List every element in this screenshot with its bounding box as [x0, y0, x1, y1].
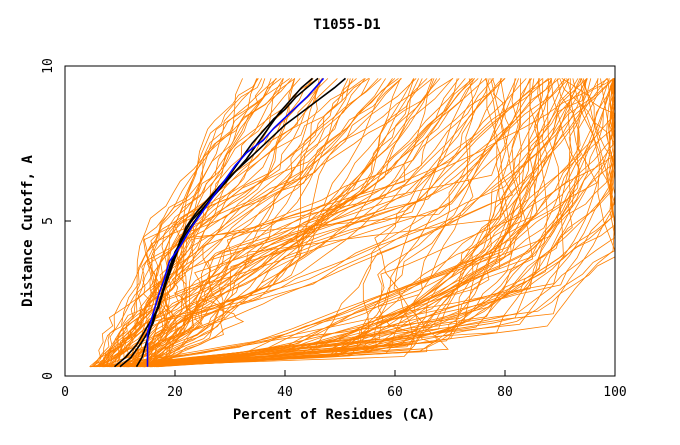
- model-curve-78: [154, 78, 616, 368]
- model-curve-120: [122, 78, 243, 367]
- model-curve-81: [110, 78, 338, 367]
- axis-layer: 0 20 40 60 80 100 0 5 10: [41, 58, 627, 400]
- model-curve-136: [150, 78, 433, 368]
- x-tick-label-0: 0: [61, 385, 69, 400]
- y-tick-label-5: 5: [41, 217, 56, 225]
- chart-title: T1055-D1: [313, 17, 380, 33]
- x-tick-label-60: 60: [387, 385, 403, 400]
- model-curve-106: [141, 78, 433, 367]
- y-tick-label-0: 0: [41, 372, 56, 380]
- x-tick-label-40: 40: [277, 385, 293, 400]
- y-axis-label: Distance Cutoff, A: [20, 155, 36, 307]
- model-curve-138: [151, 78, 616, 368]
- model-curve-114: [150, 78, 553, 368]
- model-curve-85: [125, 78, 393, 368]
- model-curve-26: [141, 78, 527, 368]
- model-curve-146: [147, 78, 370, 367]
- model-curve-124: [96, 78, 608, 368]
- highlight-black-curve-3: [119, 77, 347, 368]
- model-curve-125: [123, 78, 519, 368]
- model-curve-20: [99, 78, 609, 368]
- highlight-blue-curve: [146, 77, 325, 367]
- model-curve-75: [145, 78, 549, 367]
- model-curve-134: [153, 78, 323, 367]
- model-curve-131: [157, 78, 615, 368]
- model-curve-137: [134, 78, 284, 367]
- x-tick-label-100: 100: [603, 385, 626, 400]
- model-curve-129: [116, 78, 587, 368]
- model-curve-41: [111, 78, 615, 368]
- model-curve-45: [97, 78, 282, 367]
- model-curve-49: [126, 78, 616, 368]
- model-curve-109: [100, 78, 319, 367]
- model-curve-61: [152, 78, 479, 367]
- model-curve-108: [130, 78, 566, 367]
- model-curve-145: [145, 78, 512, 368]
- model-curve-35: [141, 78, 495, 368]
- model-curve-86: [113, 78, 458, 368]
- model-curve-73: [150, 78, 566, 368]
- model-curve-128: [138, 78, 295, 367]
- model-curve-147: [115, 78, 460, 368]
- model-curve-83: [141, 78, 541, 367]
- model-curve-115: [91, 78, 415, 367]
- x-axis-label: Percent of Residues (CA): [233, 407, 435, 423]
- model-curve-144: [141, 78, 417, 367]
- model-curve-99: [93, 78, 366, 367]
- model-curve-91: [143, 78, 548, 368]
- model-curve-103: [102, 78, 382, 367]
- x-tick-label-80: 80: [497, 385, 513, 400]
- model-curve-94: [106, 78, 296, 367]
- model-curve-140: [92, 78, 423, 368]
- model-curve-149: [157, 78, 614, 368]
- x-tick-label-20: 20: [167, 385, 183, 400]
- model-curve-130: [134, 78, 490, 368]
- model-curve-126: [101, 78, 258, 367]
- model-curve-121: [113, 78, 379, 368]
- model-curve-74: [129, 78, 564, 368]
- series-layer: [89, 77, 616, 368]
- y-tick-label-10: 10: [41, 58, 56, 74]
- highlight-black-curve-2: [113, 77, 319, 368]
- model-curve-98: [93, 78, 354, 367]
- model-curve-141: [96, 78, 351, 367]
